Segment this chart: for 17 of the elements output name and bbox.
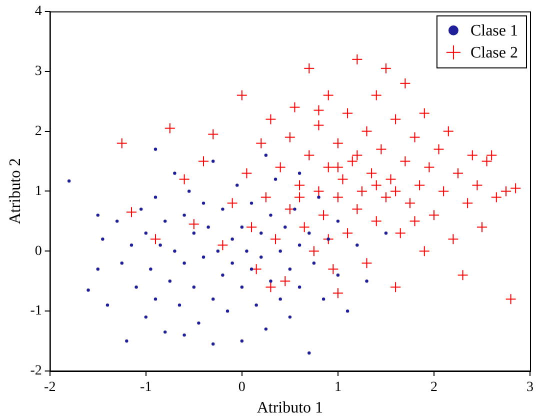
x-tick-label: -1 [140, 380, 152, 396]
y-tick-label: 0 [34, 244, 42, 259]
legend-label: Clase 2 [470, 44, 518, 62]
x-tick-label: 1 [334, 380, 342, 396]
y-tick-label: 1 [34, 184, 42, 199]
y-tick-label: 4 [34, 4, 42, 20]
x-axis-title: Atributo 1 [256, 400, 324, 417]
legend-label: Clase 1 [470, 22, 518, 40]
x-tick-label: 0 [238, 380, 246, 396]
y-tick-label: 3 [34, 64, 42, 80]
y-tick-label: -1 [30, 304, 42, 319]
y-axis-title: Atributo 2 [6, 158, 24, 224]
x-tick-label: 3 [526, 380, 534, 396]
y-tick-label: 2 [34, 124, 42, 139]
x-tick-label: 2 [430, 380, 438, 396]
y-tick-label: -2 [30, 364, 42, 379]
x-tick-label: -2 [44, 380, 56, 396]
